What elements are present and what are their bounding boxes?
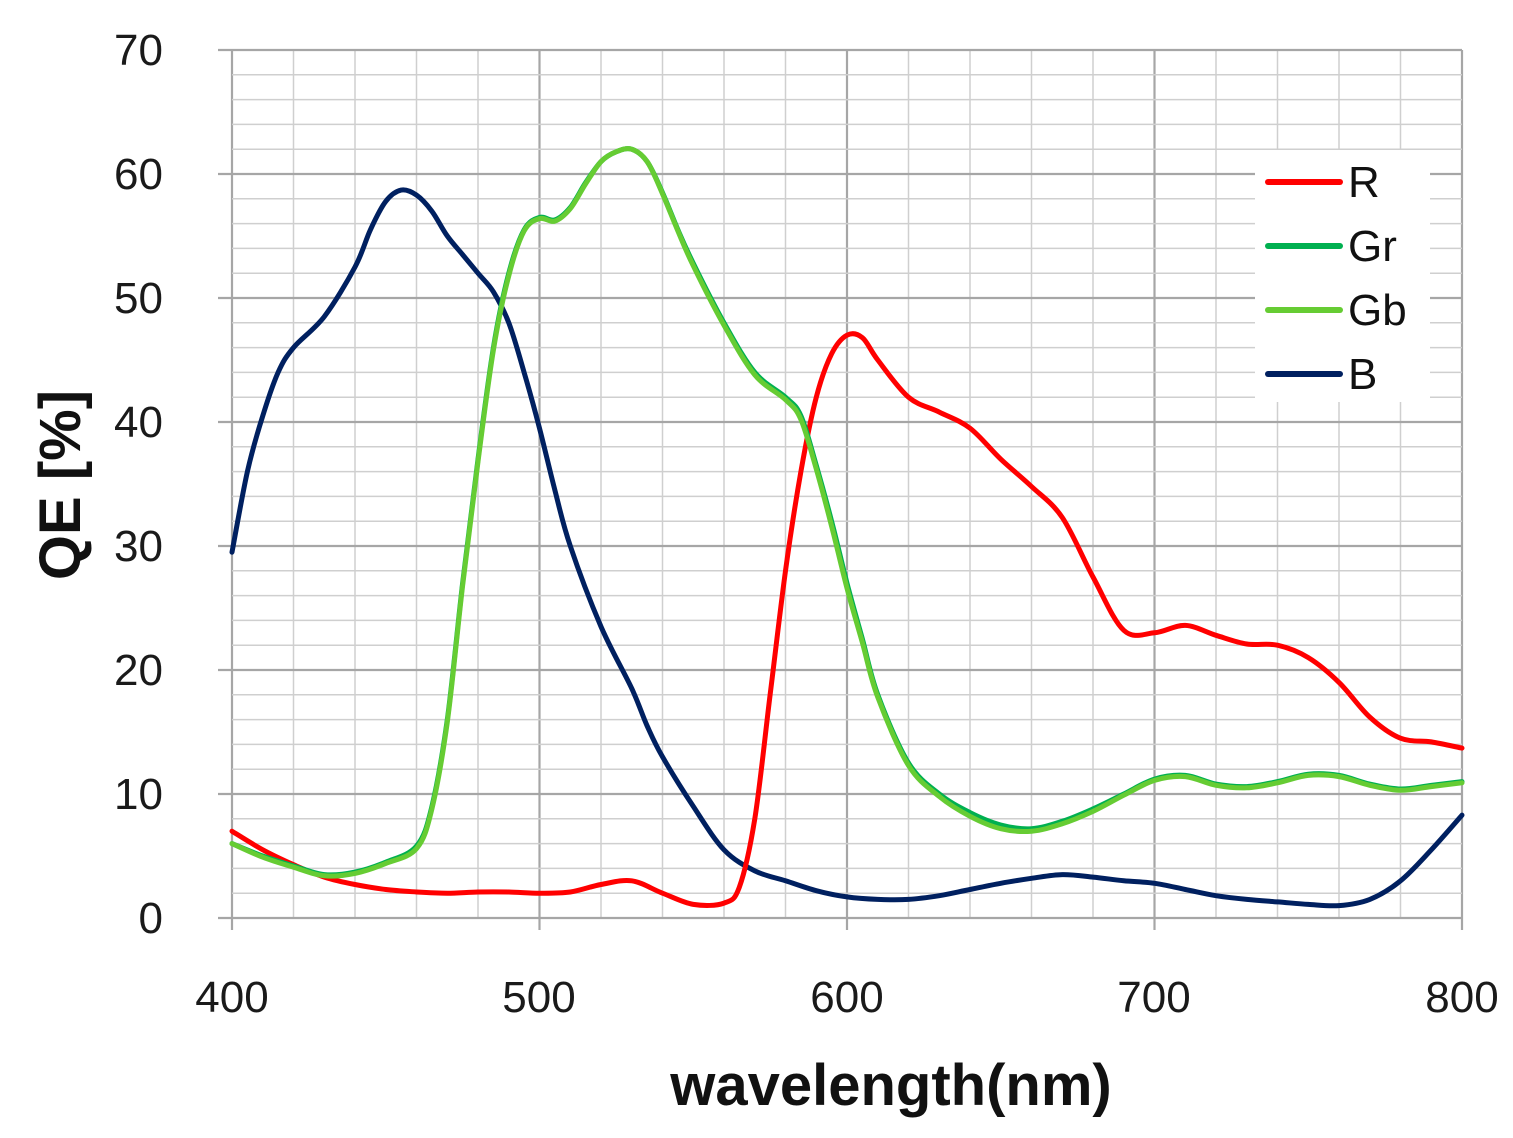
y-tick-label: 10 [114, 770, 163, 819]
x-tick-label: 800 [1425, 973, 1498, 1022]
x-tick-label: 600 [810, 973, 883, 1022]
legend-label-b: B [1348, 350, 1377, 399]
series-line-b [229, 187, 1465, 909]
y-tick-label: 40 [114, 398, 163, 447]
x-axis-title: wavelength(nm) [669, 1053, 1112, 1118]
legend-box [1255, 150, 1430, 402]
x-tick-label: 400 [195, 973, 268, 1022]
legend-label-gr: Gr [1348, 222, 1397, 271]
x-tick-label: 700 [1117, 973, 1190, 1022]
grid [218, 48, 1464, 930]
series-line-r [229, 331, 1465, 908]
y-tick-label: 60 [114, 150, 163, 199]
legend-label-r: R [1348, 158, 1380, 207]
y-axis-ticks: 0 10 20 30 40 50 60 70 [114, 26, 163, 943]
x-axis-ticks: 400 500 600 700 800 [195, 973, 1498, 1022]
y-tick-label: 30 [114, 522, 163, 571]
legend-label-gb: Gb [1348, 286, 1407, 335]
y-tick-label: 0 [139, 894, 163, 943]
series-lines [229, 146, 1465, 909]
legend: R Gr Gb B [1255, 150, 1430, 402]
y-axis-title: QE [%] [28, 390, 93, 580]
y-tick-label: 20 [114, 646, 163, 695]
series-line-gb [229, 146, 1465, 879]
x-tick-label: 500 [502, 973, 575, 1022]
y-tick-label: 70 [114, 26, 163, 75]
y-tick-label: 50 [114, 274, 163, 323]
